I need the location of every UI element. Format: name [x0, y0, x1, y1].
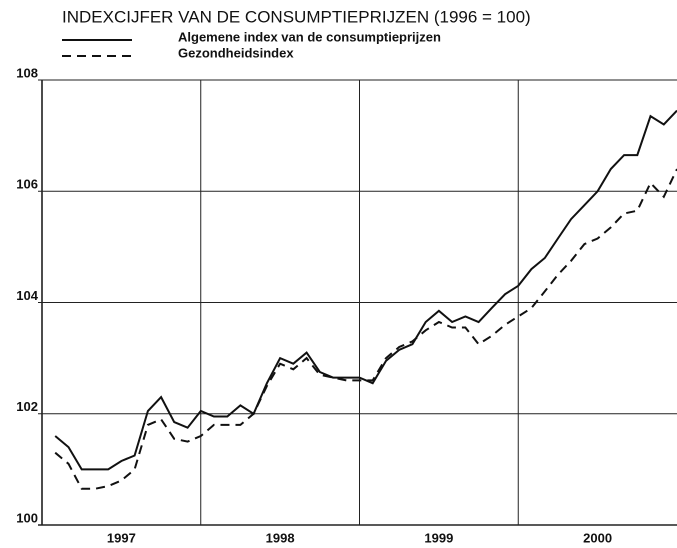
chart-title: INDEXCIJFER VAN DE CONSUMPTIEPRIJZEN (19…: [62, 7, 531, 26]
y-tick-label: 102: [16, 399, 38, 414]
y-tick-label: 100: [16, 510, 38, 525]
series-line: [54, 168, 677, 490]
legend-label: Gezondheidsindex: [178, 45, 294, 60]
x-tick-label: 1998: [266, 530, 295, 545]
y-tick-label: 108: [16, 65, 38, 80]
x-tick-label: 1997: [107, 530, 136, 545]
y-tick-label: 104: [16, 288, 38, 303]
y-tick-label: 106: [16, 177, 38, 192]
legend-label: Algemene index van de consumptieprijzen: [178, 29, 441, 44]
x-tick-label: 2000: [583, 530, 612, 545]
series-line: [54, 109, 677, 471]
x-tick-label: 1999: [424, 530, 453, 545]
